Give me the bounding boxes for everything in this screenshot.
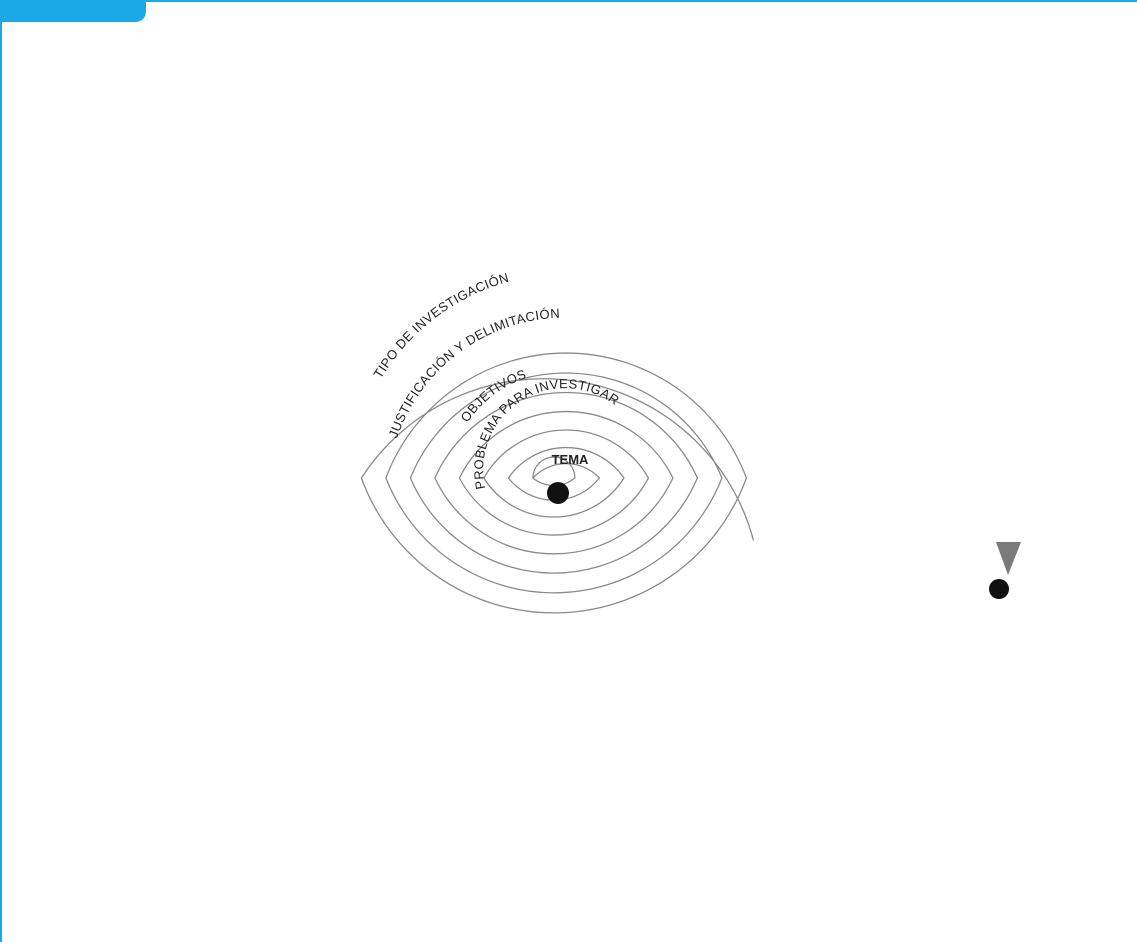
spiral-line bbox=[360, 352, 755, 614]
center-dot bbox=[547, 482, 569, 504]
frame-corner-tab bbox=[0, 0, 146, 22]
arrow-head-icon bbox=[996, 542, 1021, 575]
center-label: TEMA bbox=[552, 452, 589, 467]
end-dot bbox=[989, 579, 1009, 599]
